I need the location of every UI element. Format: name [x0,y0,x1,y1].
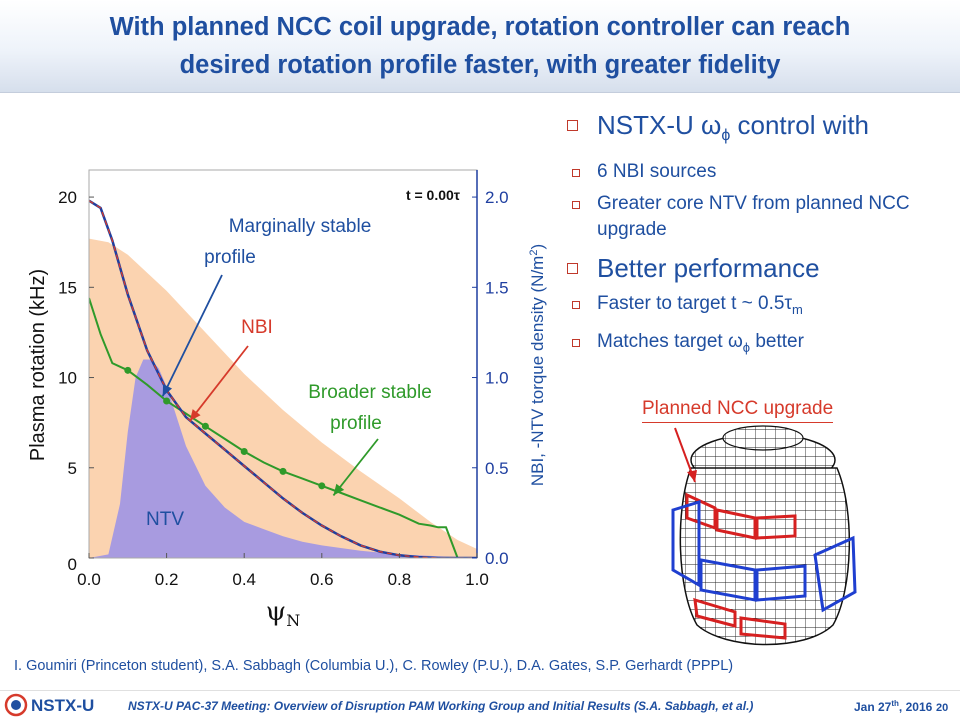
y-tick-label: 0 [68,555,77,574]
broad-profile-marker [318,482,326,490]
y-axis-label: Plasma rotation (kHz) [27,269,49,461]
title-bar [0,0,960,93]
slide-title: With planned NCC coil upgrade, rotation … [0,8,960,84]
x-tick-label: 0.6 [310,570,334,589]
broad-label-line1: Broader stable [308,382,432,403]
bullet-list: NSTX-U ωϕ control with 6 NBI sources Gre… [565,104,955,361]
y2-tick-label: 0.5 [485,459,509,478]
red-coils [685,492,797,640]
y-tick-label: 20 [58,188,77,207]
y-tick-label: 15 [58,278,77,297]
footer-date: Jan 27th, 2016 [854,699,933,714]
broad-stable-profile-line [89,297,477,558]
blue-coils [671,499,857,613]
rotation-chart: 0.0 0.2 0.4 0.6 0.8 1.0 0 5 10 15 20 0.0 0.5 1.0 1.5 2.… [27,169,547,630]
marginal-label-line1: Marginally stable [229,216,372,237]
x-tick-label: 1.0 [465,570,489,589]
y2-tick-label: 1.0 [485,369,509,388]
bullet-ncc-control: NSTX-U ωϕ control with [565,108,955,153]
x-tick-label: 0.8 [388,570,412,589]
bullet-faster-target: Faster to target t ~ 0.5τm [565,291,955,323]
broad-label-line2: profile [330,413,382,434]
nbi-arrow [189,345,249,422]
nbi-arrow-head [189,409,201,421]
nbi-label: NBI [241,317,273,338]
broad-profile-arrow-head [333,483,345,496]
broad-profile-marker [201,422,209,430]
nstx-u-logo: NSTX-U [4,693,94,717]
y-tick-label: 5 [68,459,77,478]
bullet-box-icon [572,169,580,178]
controlled-profile-dashed-line [89,200,477,558]
bullet-box-icon [567,120,578,131]
x-tick-label: 0.4 [232,570,256,589]
marginal-profile-arrow-head [162,384,173,397]
bullet-core-ntv: Greater core NTV from planned NCC upgrad… [565,191,955,243]
y2-tick-label: 2.0 [485,188,509,207]
x-tick-label: 0.0 [77,570,101,589]
x-axis-label: ψN [266,597,300,630]
y2-tick-label: 0.0 [485,549,509,568]
footer-meeting: NSTX-U PAC-37 Meeting: Overview of Disru… [128,699,754,713]
bullet-nbi-sources: 6 NBI sources [565,159,955,185]
title-line-1: With planned NCC coil upgrade, rotation … [109,13,851,41]
logo-text: NSTX-U [31,696,94,715]
marginal-profile-arrow [161,274,223,397]
page-number: 20 [936,702,949,714]
y2-tick-label: 1.5 [485,278,509,297]
footer [0,690,960,721]
bullet-box-icon [572,338,580,347]
bullet-box-icon [567,263,578,275]
time-label: t = 0.00τ [406,187,461,203]
y2-axis-label: NBI, -NTV torque density (N/m2) [528,244,547,486]
citation: I. Goumiri (Princeton student), S.A. Sab… [14,658,734,674]
broad-profile-marker [124,366,132,374]
broad-profile-arrow [332,438,379,496]
bullet-matches-target: Matches target ωϕ better [565,329,955,361]
broad-profile-marker [240,448,248,456]
x-tick-label: 0.2 [155,570,179,589]
ntv-label-box [123,498,207,538]
vessel-cap [722,425,804,451]
broad-profile-marker [279,467,287,475]
bullet-better-performance: Better performance [565,251,955,285]
ntv-label: NTV [146,509,184,530]
broad-profile-marker [163,397,171,405]
bullet-box-icon [572,301,580,310]
title-line-2: desired rotation profile faster, with gr… [179,51,781,79]
bullet-box-icon [572,201,580,210]
y-tick-label: 10 [58,369,77,388]
ncc-arrow-head [687,470,697,482]
marginal-label-line2: profile [204,247,256,268]
ncc-coil-diagram [671,425,857,646]
ncc-upgrade-label: Planned NCC upgrade [642,396,834,423]
